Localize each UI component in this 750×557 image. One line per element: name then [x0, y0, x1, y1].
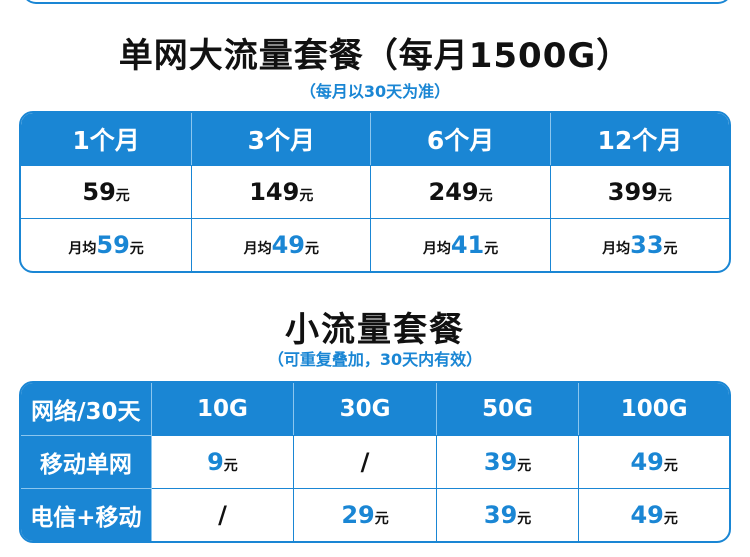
corner-header: 网络/30天 — [21, 383, 152, 435]
plan-cell: / — [294, 435, 437, 488]
average-row: 月均59元 月均49元 月均41元 月均33元 — [21, 218, 729, 271]
header-6-months: 6个月 — [371, 113, 551, 165]
header-3-months: 3个月 — [192, 113, 372, 165]
plan-cell: 39元 — [436, 488, 580, 541]
plan-cell: 39元 — [436, 435, 580, 488]
section1-title: 单网大流量套餐（每月1500G） — [118, 36, 632, 76]
previous-table-edge — [22, 0, 732, 4]
price-cell: 399元 — [550, 165, 729, 218]
average-cell: 月均41元 — [371, 218, 551, 271]
plan-cell: 9元 — [151, 435, 295, 488]
average-cell: 月均59元 — [21, 218, 193, 271]
price-cell: 249元 — [371, 165, 551, 218]
row-label-telecom-mobile: 电信+移动 — [21, 488, 152, 541]
plan-cell: / — [151, 488, 295, 541]
header-50g: 50G — [436, 383, 580, 435]
average-cell: 月均33元 — [550, 218, 729, 271]
row-label-mobile: 移动单网 — [21, 435, 152, 488]
monthly-plan-table: 1个月 3个月 6个月 12个月 59元 149元 249元 399元 月均59… — [19, 111, 731, 273]
plan-cell: 49元 — [579, 435, 729, 488]
table-row: 移动单网 9元 / 39元 49元 — [21, 435, 729, 488]
header-100g: 100G — [579, 383, 729, 435]
section2-title: 小流量套餐 — [285, 310, 465, 350]
header-10g: 10G — [151, 383, 295, 435]
section2-subtitle: （可重复叠加，30天内有效） — [267, 350, 483, 369]
plan-cell: 49元 — [579, 488, 729, 541]
price-row: 59元 149元 249元 399元 — [21, 165, 729, 218]
header-1-month: 1个月 — [21, 113, 193, 165]
small-data-plan-table: 网络/30天 10G 30G 50G 100G 移动单网 9元 / 39元 49… — [19, 381, 731, 543]
section1-subtitle: （每月以30天为准） — [299, 82, 451, 101]
price-cell: 149元 — [192, 165, 372, 218]
table-row: 电信+移动 / 29元 39元 49元 — [21, 488, 729, 541]
header-12-months: 12个月 — [550, 113, 729, 165]
plan-cell: 29元 — [294, 488, 437, 541]
price-cell: 59元 — [21, 165, 193, 218]
average-cell: 月均49元 — [192, 218, 372, 271]
header-30g: 30G — [294, 383, 437, 435]
